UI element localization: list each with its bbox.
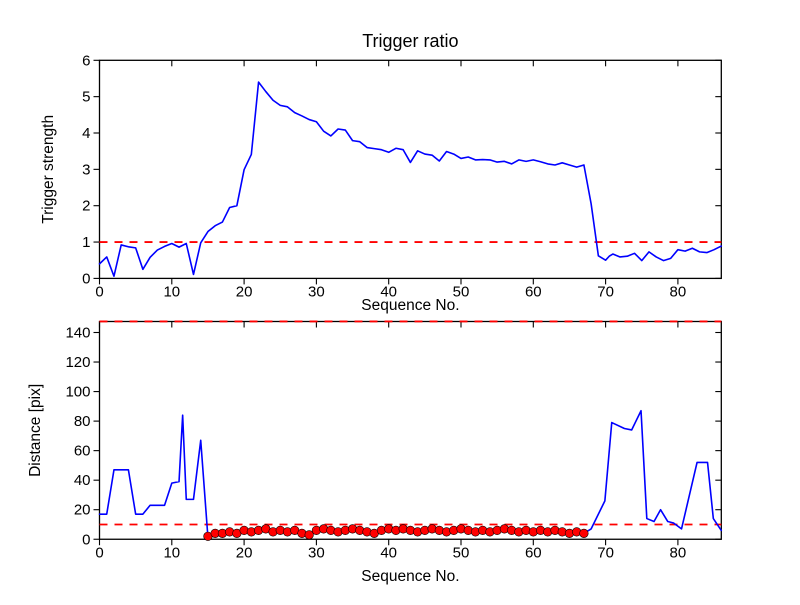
svg-text:5: 5 <box>82 89 90 106</box>
svg-text:30: 30 <box>308 544 325 561</box>
svg-text:20: 20 <box>236 283 253 300</box>
svg-text:0: 0 <box>82 270 90 287</box>
svg-text:60: 60 <box>74 443 91 460</box>
svg-text:Sequence No.: Sequence No. <box>361 568 459 585</box>
svg-text:40: 40 <box>74 472 91 489</box>
svg-text:1: 1 <box>82 234 90 251</box>
svg-text:40: 40 <box>380 544 397 561</box>
svg-text:Trigger ratio: Trigger ratio <box>362 31 458 51</box>
svg-text:0: 0 <box>82 531 90 548</box>
svg-text:0: 0 <box>95 544 103 561</box>
svg-text:Trigger strength: Trigger strength <box>40 115 57 224</box>
svg-text:20: 20 <box>236 544 253 561</box>
svg-text:0: 0 <box>95 283 103 300</box>
svg-text:50: 50 <box>453 544 470 561</box>
svg-text:10: 10 <box>163 544 180 561</box>
svg-text:70: 70 <box>597 544 614 561</box>
svg-text:60: 60 <box>525 283 542 300</box>
svg-text:100: 100 <box>65 384 90 401</box>
svg-text:3: 3 <box>82 161 90 178</box>
svg-text:4: 4 <box>82 125 90 142</box>
svg-text:70: 70 <box>597 283 614 300</box>
svg-text:20: 20 <box>74 502 91 519</box>
svg-text:Distance [pix]: Distance [pix] <box>27 384 44 477</box>
svg-text:80: 80 <box>74 413 91 430</box>
svg-text:80: 80 <box>670 283 687 300</box>
svg-text:10: 10 <box>163 283 180 300</box>
svg-text:Sequence No.: Sequence No. <box>361 297 459 314</box>
svg-text:6: 6 <box>82 52 90 69</box>
svg-text:60: 60 <box>525 544 542 561</box>
svg-text:80: 80 <box>670 544 687 561</box>
svg-text:30: 30 <box>308 283 325 300</box>
svg-text:2: 2 <box>82 198 90 215</box>
svg-text:140: 140 <box>65 325 90 342</box>
svg-text:120: 120 <box>65 354 90 371</box>
